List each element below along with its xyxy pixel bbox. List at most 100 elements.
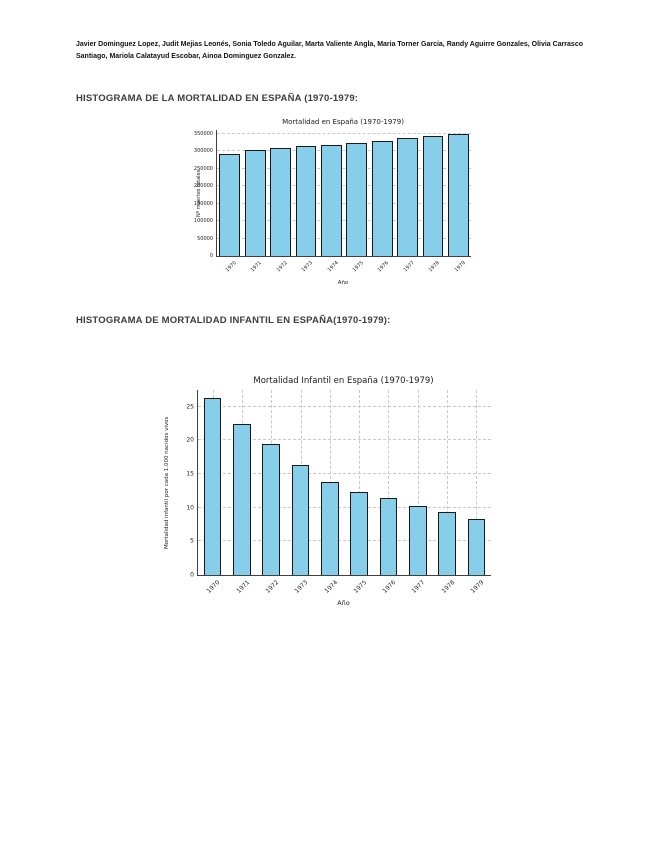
plot-area: 0 5 10 15 20 25: [186, 390, 491, 579]
y-tick-label: 50000: [197, 235, 213, 242]
authors-paragraph: Javier Dominguez Lopez, Judit Mejias Leo…: [76, 41, 583, 60]
chart-title: Mortalidad Infantil en España (1970-1979…: [253, 376, 434, 386]
bar-slot: [420, 130, 445, 256]
x-tick-label: 1970: [205, 579, 222, 595]
y-tick-label: 5: [190, 537, 194, 545]
x-tick-label: 1977: [410, 579, 427, 595]
heading-infant-mortality-histogram: HISTOGRAMA DE MORTALIDAD INFANTIL EN ESP…: [76, 315, 391, 326]
bar-1974: [320, 144, 342, 256]
x-tick-label: 1976: [377, 260, 391, 274]
gridline: [217, 150, 471, 151]
gridline: [476, 390, 478, 575]
x-tick-label: 1979: [453, 260, 467, 274]
gridline: [217, 202, 471, 204]
y-tick-label: 200000: [193, 183, 213, 189]
bar-1971: [233, 423, 251, 575]
gridline: [417, 390, 419, 575]
bar-1971: [244, 149, 266, 256]
x-tick-label: 1976: [381, 579, 398, 595]
x-tick-label: 1974: [326, 260, 340, 274]
y-tick-label: 350000: [193, 130, 213, 137]
bar-1979: [447, 134, 469, 256]
bar-slot: [369, 130, 394, 256]
x-tick-label: 1978: [427, 260, 442, 274]
heading-mortality-histogram: HISTOGRAMA DE LA MORTALIDAD EN ESPAÑA (1…: [76, 93, 359, 104]
bar-slot: [268, 130, 293, 256]
x-tick: 1970: [216, 257, 241, 277]
x-axis-label: Año: [337, 280, 349, 286]
x-tick-label: 1970: [224, 260, 238, 274]
mortality-histogram-chart: Mortalidad en España (1970-1979) Nº muer…: [150, 114, 490, 294]
bar-1974: [321, 482, 339, 575]
gridline: [198, 540, 491, 542]
bar-1973: [295, 146, 317, 256]
y-tick-label: 10: [186, 504, 194, 512]
x-tick-label: 1971: [235, 579, 251, 595]
x-tick-label: 1974: [323, 579, 339, 595]
gridline: [198, 506, 491, 508]
x-tick-label: 1973: [293, 579, 310, 595]
x-tick: 1975: [343, 257, 368, 277]
bar-1970: [219, 154, 241, 256]
bar-slot: [293, 130, 318, 256]
bars: [198, 390, 491, 575]
bar-slot: [315, 390, 344, 575]
bar-1976: [371, 140, 393, 256]
x-tick: 1978: [431, 576, 460, 598]
bar-1977: [408, 506, 427, 575]
y-tick-label: 300000: [193, 148, 213, 154]
x-tick: 1972: [256, 576, 285, 598]
gridline: [217, 167, 471, 169]
bar-slot: [198, 390, 227, 575]
bar-slot: [344, 390, 373, 575]
gridline: [359, 390, 361, 575]
x-tick: 1975: [343, 576, 372, 598]
y-axis-label: Mortalidad infantil por cada 1.000 nacid…: [164, 416, 170, 549]
bar-1975: [346, 142, 368, 256]
gridline: [217, 185, 471, 186]
bar-slot: [395, 130, 420, 256]
y-tick-label: 0: [190, 571, 194, 579]
bar-1978: [422, 135, 444, 256]
x-axis-ticks: 1970 1971 1972 1973 1974 1975 1976 1977 1978 1979: [216, 257, 470, 277]
bar-slot: [227, 390, 256, 575]
x-tick: 1974: [314, 576, 343, 598]
x-tick-label: 1979: [469, 579, 486, 595]
x-tick: 1971: [241, 257, 266, 277]
bar-slot: [462, 390, 491, 575]
bar-slot: [286, 390, 315, 575]
x-axis-label: Año: [337, 599, 350, 607]
x-tick: 1977: [402, 576, 431, 598]
x-tick: 1974: [318, 257, 343, 277]
x-tick: 1978: [419, 257, 444, 277]
gridline: [198, 439, 491, 441]
bar-slot: [374, 390, 403, 575]
x-tick: 1971: [226, 576, 255, 598]
gridline: [217, 220, 471, 221]
y-tick-label: 20: [186, 436, 194, 444]
x-tick: 1972: [267, 257, 292, 277]
x-tick-label: 1975: [352, 579, 369, 595]
bar-1978: [438, 512, 456, 575]
bar-1976: [379, 498, 398, 575]
x-tick-label: 1971: [250, 260, 264, 274]
x-tick-label: 1973: [300, 260, 315, 274]
gridline: [447, 390, 449, 575]
bar-1977: [397, 138, 418, 256]
x-axis-ticks: 1970 1971 1972 1973 1974 1975 1976 1977 1978 1979: [197, 576, 490, 598]
bar-slot: [344, 130, 369, 256]
bar-1972: [262, 443, 281, 575]
bar-slot: [432, 390, 461, 575]
x-tick: 1976: [368, 257, 393, 277]
gridline: [388, 390, 390, 575]
bar-1973: [291, 465, 310, 575]
y-tick-label: 0: [209, 253, 213, 259]
bar-slot: [446, 130, 471, 256]
x-tick: 1979: [461, 576, 490, 598]
bar-1970: [203, 398, 222, 575]
bar-slot: [403, 390, 432, 575]
plot-area: 0 50000 100000 150000 200000 250000 300000 3500…: [194, 130, 471, 259]
x-tick: 1973: [292, 257, 317, 277]
y-tick-label: 250000: [193, 165, 213, 172]
